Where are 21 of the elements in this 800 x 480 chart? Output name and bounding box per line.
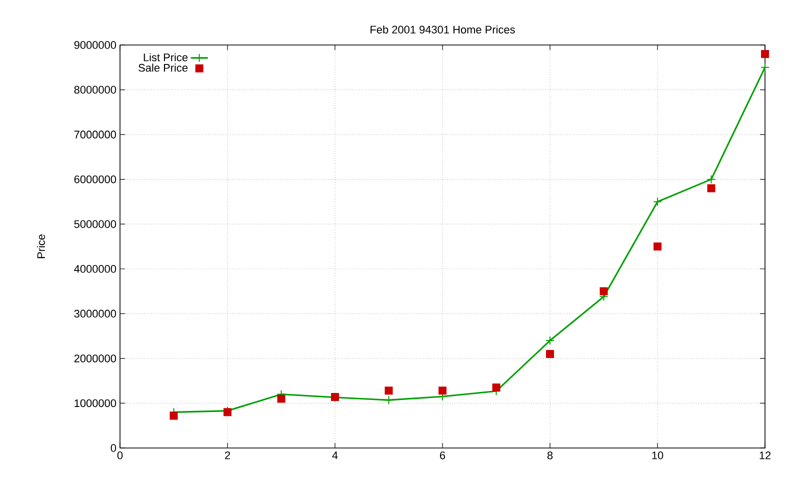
x-tick-label: 2 xyxy=(225,452,230,460)
y-tick-label: 1000000 xyxy=(74,399,116,408)
x-tick-label: 4 xyxy=(332,452,338,460)
y-tick-label: 6000000 xyxy=(74,175,116,184)
legend-label: Sale Price xyxy=(138,64,188,72)
y-tick-label: 3000000 xyxy=(74,310,116,318)
y-tick-label: 4000000 xyxy=(74,265,116,273)
y-tick-label: 9000000 xyxy=(74,41,116,49)
x-tick-label: 6 xyxy=(440,452,446,460)
y-tick-label: 2000000 xyxy=(74,354,116,362)
legend-label: List Price xyxy=(144,53,188,62)
chart-title: Feb 2001 94301 Home Prices xyxy=(370,25,515,34)
x-tick-label: 10 xyxy=(652,452,664,460)
x-tick-label: 0 xyxy=(117,452,123,460)
y-axis-title: Price xyxy=(36,234,45,258)
x-tick-label: 12 xyxy=(760,452,771,460)
y-tick-label: 8000000 xyxy=(74,86,116,94)
y-tick-label: 7000000 xyxy=(74,130,116,138)
y-tick-label: 0 xyxy=(110,444,116,452)
x-tick-label: 8 xyxy=(547,452,553,460)
y-tick-label: 5000000 xyxy=(74,220,116,228)
